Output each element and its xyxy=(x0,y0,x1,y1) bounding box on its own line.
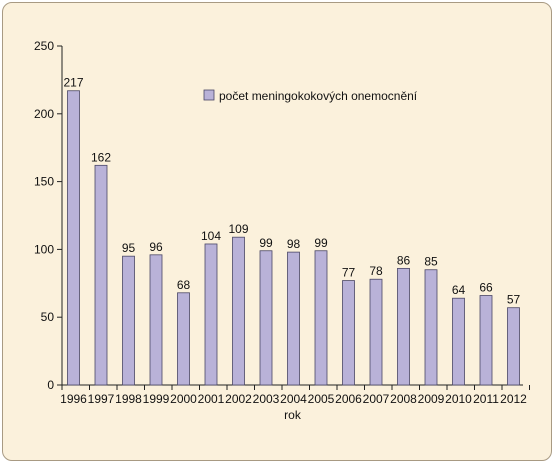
bar xyxy=(369,278,383,386)
data-labels: 217 162 95 96 68 104 109 99 98 99 77 78 86 85 64 66 57 xyxy=(63,76,520,307)
x-tick-label: 1999 xyxy=(143,392,170,406)
bar xyxy=(204,243,218,386)
bar xyxy=(479,295,493,386)
bar xyxy=(67,90,80,386)
data-label: 78 xyxy=(369,264,383,278)
data-label: 86 xyxy=(397,253,411,267)
x-tick-label: 2011 xyxy=(473,392,499,406)
x-tick-label: 2003 xyxy=(253,392,280,406)
data-label: 96 xyxy=(149,240,163,254)
x-tick-label: 2001 xyxy=(198,392,225,406)
x-tick-label: 2004 xyxy=(280,392,307,406)
x-tick-label: 2006 xyxy=(335,392,362,406)
x-tick-label: 2010 xyxy=(445,392,472,406)
bar xyxy=(232,236,245,386)
data-label: 99 xyxy=(314,236,328,250)
x-tick-label: 1997 xyxy=(88,392,115,406)
y-tick-label: 100 xyxy=(34,242,54,256)
bar xyxy=(452,297,465,386)
x-ticks: 1996 1997 1998 1999 2000 2001 2002 2003 2004 2005… xyxy=(60,385,530,406)
x-tick-label: 1998 xyxy=(115,392,142,406)
bar xyxy=(177,292,190,386)
bar xyxy=(122,255,135,386)
bar xyxy=(259,250,273,386)
data-label: 162 xyxy=(91,150,111,164)
y-tick-label: 150 xyxy=(34,175,54,189)
data-label: 64 xyxy=(452,283,466,297)
data-label: 95 xyxy=(122,241,136,255)
bar xyxy=(397,267,410,386)
bar xyxy=(314,250,328,386)
legend-swatch xyxy=(203,89,215,101)
x-tick-label: 2005 xyxy=(308,392,335,406)
data-label: 217 xyxy=(63,76,83,90)
bar xyxy=(94,164,108,386)
data-label: 77 xyxy=(342,266,356,280)
y-tick-label: 0 xyxy=(47,378,54,392)
y-tick-label: 200 xyxy=(34,107,54,121)
data-label: 104 xyxy=(201,229,221,243)
legend: počet meningokokových onemocnění xyxy=(203,89,418,103)
legend-label: počet meningokokových onemocnění xyxy=(219,89,418,103)
x-tick-label: 2007 xyxy=(363,392,390,406)
data-label: 109 xyxy=(228,222,248,236)
y-tick-label: 250 xyxy=(34,39,54,53)
bar xyxy=(507,307,520,386)
data-label: 98 xyxy=(287,237,301,251)
data-label: 66 xyxy=(479,281,493,295)
data-label: 85 xyxy=(424,255,438,269)
bar xyxy=(149,254,163,386)
x-tick-label: 2000 xyxy=(170,392,197,406)
x-tick-label: 2012 xyxy=(500,392,527,406)
bars xyxy=(67,90,520,386)
x-tick-label: 1996 xyxy=(60,392,87,406)
y-ticks: 0 50 100 150 200 250 xyxy=(34,39,62,392)
bar xyxy=(287,251,300,386)
x-tick-label: 2008 xyxy=(390,392,417,406)
bar xyxy=(424,269,438,386)
x-tick-label: 2009 xyxy=(418,392,445,406)
data-label: 57 xyxy=(507,293,521,307)
data-label: 99 xyxy=(259,236,273,250)
x-axis-label: rok xyxy=(284,408,302,422)
data-label: 68 xyxy=(177,278,191,292)
x-tick-label: 2002 xyxy=(225,392,252,406)
bar xyxy=(342,280,355,386)
y-tick-label: 50 xyxy=(41,310,55,324)
